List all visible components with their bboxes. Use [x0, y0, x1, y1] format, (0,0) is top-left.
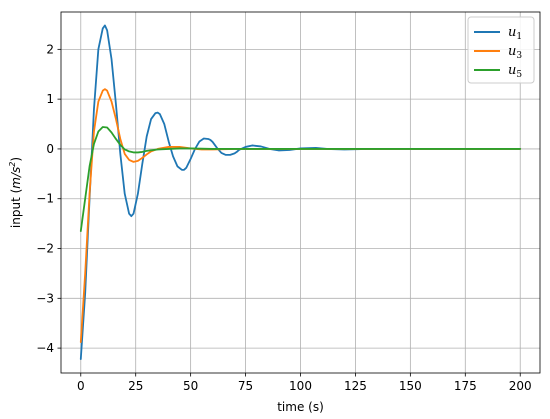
x-tick-label: 200: [509, 379, 532, 393]
x-tick-label: 0: [77, 379, 85, 393]
x-tick-label: 100: [289, 379, 312, 393]
y-tick-label: 0: [46, 142, 54, 156]
x-tick-label: 50: [183, 379, 198, 393]
y-tick-label: −4: [36, 341, 54, 355]
y-axis-ticks: −4 −3 −2 −1 0 1 2: [36, 42, 61, 355]
x-tick-label: 175: [454, 379, 477, 393]
legend-label: u1: [508, 25, 522, 42]
y-tick-label: 1: [46, 92, 54, 106]
y-tick-label: −2: [36, 242, 54, 256]
y-tick-label: −1: [36, 192, 54, 206]
series-line-u5: [79, 126, 522, 232]
legend-label: u5: [508, 63, 522, 80]
x-tick-label: 150: [399, 379, 422, 393]
x-tick-label: 25: [128, 379, 143, 393]
x-axis-ticks: 0 25 50 75 100 125 150 175 200: [77, 373, 532, 393]
x-tick-label: 75: [238, 379, 253, 393]
legend-box: [467, 16, 535, 84]
y-tick-label: −3: [36, 291, 54, 305]
legend-label: u3: [508, 44, 522, 61]
x-tick-label: 125: [344, 379, 367, 393]
legend: u1 u3 u5: [467, 16, 535, 84]
x-axis-label: time (s): [277, 400, 324, 414]
y-tick-label: 2: [46, 42, 54, 56]
series-lines: [79, 24, 522, 360]
y-axis-label: input (m/s2): [8, 157, 23, 228]
